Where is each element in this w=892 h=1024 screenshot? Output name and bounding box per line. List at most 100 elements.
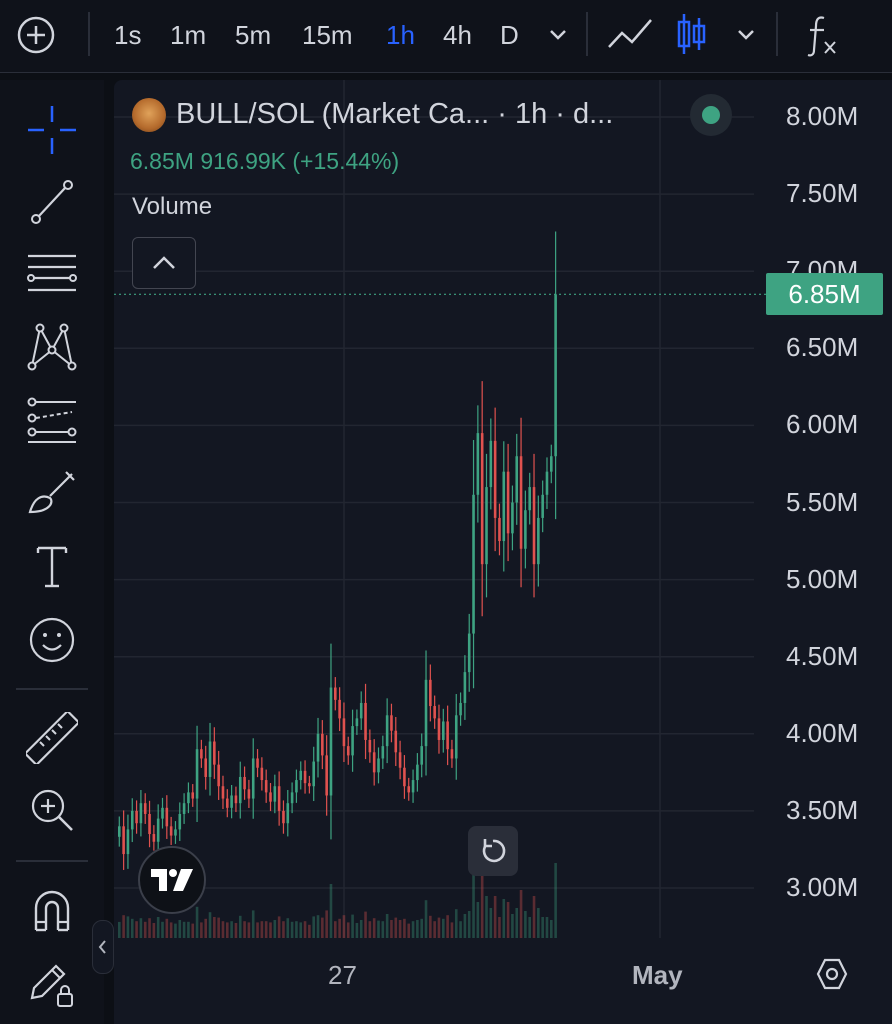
price-axis-label: 5.00M: [786, 563, 859, 594]
emoji-tool[interactable]: [22, 610, 82, 670]
volume-bar: [394, 917, 398, 938]
interval-5m[interactable]: 5m: [235, 20, 272, 50]
candle-body: [385, 715, 389, 747]
horizontal-lines-icon: [27, 254, 77, 292]
interval-1s[interactable]: 1s: [114, 20, 142, 50]
price-axis-label: 8.00M: [786, 101, 859, 131]
chart-panel[interactable]: BULL/SOL (Market Ca... · 1h · d... 6.85M…: [114, 80, 892, 1024]
live-status-dot: [702, 106, 720, 124]
candle-body: [156, 818, 160, 842]
volume-bar: [450, 922, 454, 938]
market-status-indicator[interactable]: [690, 94, 732, 136]
pencil-lock-icon: [30, 964, 73, 1007]
fib-retracement-tool[interactable]: [22, 244, 82, 304]
candle-body: [433, 706, 436, 719]
price-axis-label: 4.50M: [786, 640, 859, 671]
tradingview-logo[interactable]: [138, 846, 206, 914]
chart-settings-button[interactable]: [812, 954, 852, 994]
text-tool[interactable]: [22, 536, 82, 596]
trend-line-icon: [31, 180, 73, 224]
interval-dropdown-button[interactable]: [546, 0, 570, 70]
interval-4h[interactable]: 4h: [443, 20, 472, 50]
volume-bar: [282, 921, 285, 938]
settings-hexagon-icon: [816, 958, 848, 990]
magnet-tool[interactable]: [22, 880, 82, 940]
text-icon: [36, 546, 68, 588]
sidebar-divider: [16, 688, 88, 690]
candle-body: [316, 733, 320, 762]
interval-1h[interactable]: 1h: [386, 20, 415, 50]
volume-bar: [463, 914, 467, 938]
interval-1m[interactable]: 1m: [170, 20, 207, 50]
reset-chart-button[interactable]: [468, 826, 518, 876]
price-chart[interactable]: [114, 80, 892, 1024]
volume-bar: [234, 923, 238, 938]
candle-body: [208, 741, 212, 777]
function-fx-icon: [807, 16, 836, 57]
symbol-title[interactable]: BULL/SOL (Market Ca... · 1h · d...: [176, 98, 614, 130]
volume-indicator-label[interactable]: Volume: [132, 193, 213, 220]
candle-body: [459, 702, 462, 716]
candle-body: [476, 433, 480, 495]
candle-body: [251, 758, 255, 799]
interval-15m[interactable]: 15m: [302, 20, 353, 50]
candle-body: [493, 440, 497, 518]
lock-drawings-tool[interactable]: [22, 954, 82, 1014]
candle-body: [295, 780, 298, 793]
chart-type-line-button[interactable]: [606, 0, 654, 70]
candle-body: [416, 764, 419, 781]
candle-body: [515, 456, 519, 503]
volume-bar: [403, 918, 406, 938]
volume-bar: [334, 921, 337, 938]
candle-body: [217, 764, 220, 787]
candle-body: [407, 786, 411, 793]
sidebar-collapse-toggle[interactable]: [92, 920, 114, 974]
volume-bar: [286, 918, 290, 938]
chart-type-candles-button[interactable]: [676, 0, 708, 70]
ruler-tool[interactable]: [22, 708, 82, 768]
candle-body: [256, 758, 259, 768]
pattern-tool[interactable]: [22, 316, 82, 376]
volume-bar: [143, 921, 147, 938]
candle-body: [243, 776, 246, 790]
volume-bar: [429, 915, 432, 938]
volume-bar: [329, 884, 333, 938]
volume-bar: [364, 911, 367, 938]
candle-body: [221, 786, 225, 799]
volume-bar: [442, 918, 445, 938]
trend-line-tool[interactable]: [22, 172, 82, 232]
candle-body: [355, 718, 359, 727]
zoom-in-icon: [31, 789, 73, 831]
volume-bar: [459, 921, 462, 938]
interval-d[interactable]: D: [500, 20, 519, 50]
brush-tool[interactable]: [22, 464, 82, 524]
candle-body: [342, 718, 346, 747]
candle-body: [368, 739, 372, 753]
volume-bar: [221, 921, 225, 938]
token-logo-icon: [132, 98, 166, 132]
candle-body: [165, 807, 169, 827]
volume-bar: [247, 922, 251, 938]
chart-type-dropdown-button[interactable]: [734, 0, 758, 70]
volume-bar: [385, 914, 389, 938]
zoom-in-tool[interactable]: [22, 780, 82, 840]
volume-bar: [489, 908, 493, 938]
indicators-button[interactable]: [804, 0, 840, 70]
candle-body: [463, 672, 467, 703]
candle-body: [174, 829, 177, 836]
forecast-tool[interactable]: [22, 390, 82, 450]
volume-bar: [390, 920, 393, 938]
candle-body: [359, 702, 363, 719]
volume-bar: [139, 918, 143, 938]
volume-bar: [122, 915, 125, 938]
crosshair-tool[interactable]: [22, 100, 82, 160]
volume-bar: [191, 923, 195, 938]
volume-bar: [342, 915, 346, 938]
candle-body: [511, 502, 514, 534]
collapse-indicators-button[interactable]: [132, 237, 196, 289]
candle-body: [364, 702, 367, 740]
volume-bar: [416, 920, 419, 938]
volume-bar: [303, 921, 307, 938]
add-symbol-button[interactable]: [16, 0, 56, 70]
volume-bar: [515, 908, 519, 938]
